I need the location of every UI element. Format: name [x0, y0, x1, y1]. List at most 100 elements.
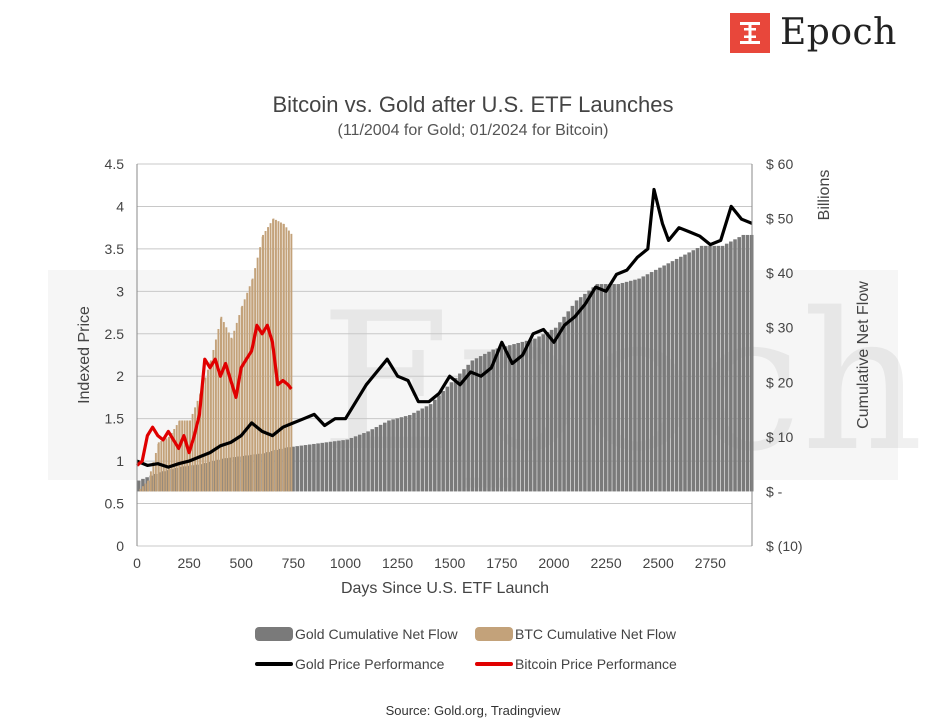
btc-flow-bar	[233, 330, 236, 492]
gold-flow-bar	[353, 436, 358, 492]
gold-flow-bar	[599, 284, 604, 492]
gold-flow-bar	[324, 442, 329, 492]
gold-flow-bar	[349, 437, 354, 492]
btc-flow-bar	[230, 338, 233, 492]
btc-flow-bar	[254, 268, 257, 492]
y-right-tick-label: $ 50	[766, 211, 793, 227]
gold-flow-bar	[574, 300, 579, 492]
gold-flow-bar	[437, 395, 441, 492]
btc-flow-bar	[189, 420, 192, 492]
btc-flow-bar	[149, 471, 152, 492]
gold-flow-bar	[399, 417, 404, 492]
y-left-tick-label: 2.5	[105, 326, 125, 342]
btc-flow-bar	[157, 442, 160, 492]
gold-flow-bar	[512, 344, 516, 492]
gold-flow-bar	[553, 327, 558, 492]
y-left-tick-label: 3	[116, 283, 124, 299]
chart-title: Bitcoin vs. Gold after U.S. ETF Launches	[272, 92, 674, 117]
btc-flow-bar	[251, 278, 254, 492]
gold-flow-bar	[603, 284, 608, 492]
btc-flow-bar	[225, 327, 228, 492]
gold-flow-bar	[637, 278, 641, 492]
x-tick-label: 2250	[590, 555, 621, 571]
y-left-tick-label: 3.5	[105, 241, 125, 257]
gold-flow-bar	[345, 439, 350, 492]
y-right-tick-label: $ 40	[766, 265, 793, 281]
btc-flow-bar	[220, 316, 223, 492]
gold-flow-bar	[420, 408, 425, 492]
btc-flow-bar	[199, 393, 202, 492]
legend-label-btc-price: Bitcoin Price Performance	[515, 656, 677, 672]
gold-flow-bar	[408, 415, 412, 492]
y-left-tick-label: 4.5	[105, 156, 125, 172]
btc-flow-bar	[267, 227, 269, 492]
gold-flow-bar	[424, 406, 429, 492]
btc-flow-bar	[202, 385, 204, 492]
btc-flow-bar	[194, 407, 197, 492]
gold-flow-bar	[141, 478, 145, 492]
x-axis-label: Days Since U.S. ETF Launch	[341, 580, 549, 597]
gold-flow-bar	[712, 245, 716, 492]
btc-flow-bar	[280, 222, 282, 492]
btc-flow-bar	[269, 223, 272, 492]
gold-flow-bar	[462, 369, 466, 492]
gold-flow-bar	[474, 358, 479, 492]
gold-flow-bar	[416, 410, 420, 492]
gold-flow-bar	[745, 234, 750, 492]
gold-flow-bar	[453, 377, 458, 492]
btc-flow-bar	[235, 322, 238, 492]
btc-flow-bar	[175, 425, 178, 492]
gold-flow-bar	[687, 252, 691, 492]
gold-flow-bar	[624, 281, 629, 492]
gold-flow-bar	[433, 399, 437, 492]
y-right-tick-label: $ 10	[766, 429, 793, 445]
gold-flow-bar	[487, 351, 491, 492]
gold-flow-bar	[541, 334, 546, 492]
legend-btc-price: Bitcoin Price Performance	[475, 656, 695, 672]
x-tick-label: 2500	[643, 555, 674, 571]
x-tick-label: 0	[133, 555, 141, 571]
legend-swatch-btc-flow	[475, 627, 513, 641]
gold-flow-bar	[520, 341, 525, 492]
gold-flow-bar	[691, 250, 696, 492]
y-right-tick-label: $ (10)	[766, 538, 803, 554]
y-left-tick-label: 1	[116, 453, 124, 469]
x-tick-label: 750	[282, 555, 306, 571]
gold-flow-bar	[608, 284, 612, 492]
gold-flow-bar	[720, 245, 725, 492]
legend-gold-flow: Gold Cumulative Net Flow	[255, 626, 475, 642]
gold-flow-bar	[508, 345, 512, 492]
gold-flow-bar	[332, 441, 337, 492]
gold-flow-bar	[499, 347, 504, 492]
btc-price-line	[135, 323, 293, 467]
btc-flow-bar	[290, 233, 293, 492]
legend-gold-price: Gold Price Performance	[255, 656, 475, 672]
gold-flow-bar	[591, 287, 596, 492]
gold-flow-bar	[458, 373, 462, 492]
gold-flow-bar	[558, 322, 562, 492]
gold-flow-bar	[503, 346, 508, 492]
gold-flow-bar	[299, 445, 304, 492]
gold-flow-bar	[466, 364, 470, 492]
gold-flow-bar	[620, 282, 625, 492]
btc-flow-bar	[214, 339, 217, 492]
gold-flow-bar	[312, 443, 316, 492]
y-left-tick-label: 2	[116, 368, 124, 384]
gold-flow-bar	[391, 419, 395, 492]
x-tick-label: 1250	[382, 555, 413, 571]
gold-flow-bar	[307, 444, 312, 492]
gold-flow-bar	[495, 348, 500, 492]
legend-label-gold-price: Gold Price Performance	[295, 656, 445, 672]
y-left-tick-label: 0	[116, 538, 124, 554]
legend-swatch-gold-flow	[255, 627, 293, 641]
epoch-logo-icon	[730, 12, 770, 53]
legend-swatch-btc-price	[475, 662, 513, 666]
gold-flow-bar	[533, 338, 537, 492]
gold-flow-bar	[666, 263, 671, 492]
gold-flow-bar	[370, 429, 375, 492]
btc-flow-bar	[222, 322, 225, 492]
gold-flow-bar	[641, 276, 646, 492]
btc-flow-bar	[238, 315, 241, 492]
gold-flow-bar	[470, 360, 475, 492]
